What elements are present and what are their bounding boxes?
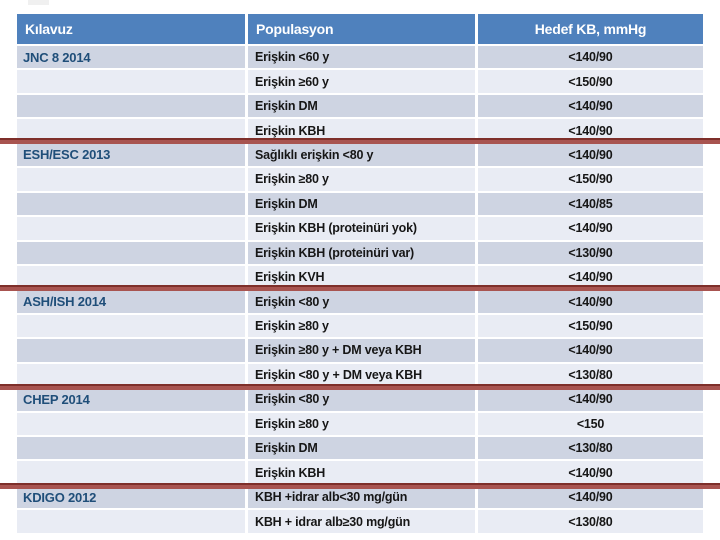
guideline-cell: ESH/ESC 2013 [17, 143, 245, 167]
table-row: CHEP 2014 Erişkin <80 y <140/90 [17, 388, 703, 411]
guideline-cell [17, 70, 245, 93]
target-bp-cell: <130/80 [478, 510, 703, 533]
table-row: Erişkin ≥60 y <150/90 [17, 70, 703, 93]
section-divider-line [0, 483, 720, 489]
population-cell: Erişkin KBH [248, 119, 475, 142]
guideline-cell [17, 461, 245, 484]
guideline-cell: CHEP 2014 [17, 388, 245, 411]
population-cell: Erişkin <60 y [248, 46, 475, 69]
table-row: Erişkin DM <140/85 [17, 192, 703, 216]
target-bp-cell: <130/80 [478, 363, 703, 387]
table-row: Erişkin KBH (proteinüri yok) <140/90 [17, 217, 703, 240]
guideline-cell [17, 119, 245, 142]
population-cell: Erişkin <80 y [248, 388, 475, 411]
target-bp-cell: <140/90 [478, 461, 703, 484]
population-cell: Erişkin DM [248, 437, 475, 460]
target-bp-cell: <140/90 [478, 46, 703, 69]
table-row: Erişkin ≥80 y <150/90 [17, 168, 703, 191]
target-bp-cell: <140/85 [478, 192, 703, 216]
table-row: ASH/ISH 2014 Erişkin <80 y <140/90 [17, 290, 703, 313]
table-row: Erişkin DM <140/90 [17, 94, 703, 118]
section-divider-line [0, 138, 720, 144]
guideline-cell [17, 217, 245, 240]
guideline-cell: ASH/ISH 2014 [17, 290, 245, 313]
header-guideline-column: Kılavuz [17, 14, 245, 44]
guideline-cell [17, 437, 245, 460]
target-bp-cell: <140/90 [478, 339, 703, 362]
guideline-cell [17, 241, 245, 264]
guideline-cell: KDIGO 2012 [17, 485, 245, 509]
guideline-cell [17, 94, 245, 118]
guideline-cell [17, 168, 245, 191]
target-bp-cell: <130/80 [478, 437, 703, 460]
target-bp-cell: <140/90 [478, 217, 703, 240]
population-cell: Erişkin KBH (proteinüri yok) [248, 217, 475, 240]
target-bp-cell: <130/90 [478, 241, 703, 264]
guideline-cell: JNC 8 2014 [17, 46, 245, 69]
target-bp-cell: <140/90 [478, 388, 703, 411]
section-divider-line [0, 285, 720, 291]
population-cell: Erişkin ≥80 y [248, 412, 475, 435]
table-row: Erişkin ≥80 y <150/90 [17, 314, 703, 338]
target-bp-cell: <140/90 [478, 119, 703, 142]
target-bp-cell: <140/90 [478, 290, 703, 313]
table-row: JNC 8 2014 Erişkin <60 y <140/90 [17, 46, 703, 69]
table-row: Erişkin KBH (proteinüri var) <130/90 [17, 241, 703, 264]
target-bp-cell: <140/90 [478, 143, 703, 167]
population-cell: Erişkin DM [248, 192, 475, 216]
table-row: Erişkin ≥80 y <150 [17, 412, 703, 435]
target-bp-cell: <140/90 [478, 485, 703, 509]
guidelines-table: Kılavuz Populasyon Hedef KB, mmHg JNC 8 … [17, 14, 703, 535]
table-row: Erişkin <80 y + DM veya KBH <130/80 [17, 363, 703, 387]
guideline-cell [17, 314, 245, 338]
target-bp-cell: <140/90 [478, 94, 703, 118]
table-row: Erişkin KBH <140/90 [17, 119, 703, 142]
target-bp-cell: <150/90 [478, 70, 703, 93]
guideline-cell [17, 265, 245, 289]
population-cell: Erişkin KBH (proteinüri var) [248, 241, 475, 264]
population-cell: Erişkin ≥80 y + DM veya KBH [248, 339, 475, 362]
target-bp-cell: <140/90 [478, 265, 703, 289]
population-cell: Sağlıklı erişkin <80 y [248, 143, 475, 167]
top-edge-artifact [28, 0, 49, 5]
guideline-cell [17, 363, 245, 387]
table-body: JNC 8 2014 Erişkin <60 y <140/90 Erişkin ≥6… [17, 46, 703, 533]
table-row: Erişkin DM <130/80 [17, 437, 703, 460]
population-cell: Erişkin <80 y [248, 290, 475, 313]
target-bp-cell: <150/90 [478, 314, 703, 338]
population-cell: Erişkin DM [248, 94, 475, 118]
header-target-bp-column: Hedef KB, mmHg [478, 14, 703, 44]
guideline-cell [17, 339, 245, 362]
population-cell: Erişkin ≥80 y [248, 168, 475, 191]
guideline-cell [17, 192, 245, 216]
section-divider-line [0, 384, 720, 390]
table-row: Erişkin KVH <140/90 [17, 265, 703, 289]
population-cell: KBH + idrar alb≥30 mg/gün [248, 510, 475, 533]
table-row: Erişkin ≥80 y + DM veya KBH <140/90 [17, 339, 703, 362]
table-row: KBH + idrar alb≥30 mg/gün <130/80 [17, 510, 703, 533]
table-header-row: Kılavuz Populasyon Hedef KB, mmHg [17, 14, 703, 44]
population-cell: Erişkin ≥60 y [248, 70, 475, 93]
population-cell: KBH +idrar alb<30 mg/gün [248, 485, 475, 509]
population-cell: Erişkin <80 y + DM veya KBH [248, 363, 475, 387]
table-row: ESH/ESC 2013 Sağlıklı erişkin <80 y <140/9… [17, 143, 703, 167]
target-bp-cell: <150 [478, 412, 703, 435]
population-cell: Erişkin ≥80 y [248, 314, 475, 338]
guideline-cell [17, 510, 245, 533]
header-population-column: Populasyon [248, 14, 475, 44]
guideline-cell [17, 412, 245, 435]
table-row: KDIGO 2012 KBH +idrar alb<30 mg/gün <140/9… [17, 485, 703, 509]
target-bp-cell: <150/90 [478, 168, 703, 191]
table-row: Erişkin KBH <140/90 [17, 461, 703, 484]
population-cell: Erişkin KBH [248, 461, 475, 484]
population-cell: Erişkin KVH [248, 265, 475, 289]
